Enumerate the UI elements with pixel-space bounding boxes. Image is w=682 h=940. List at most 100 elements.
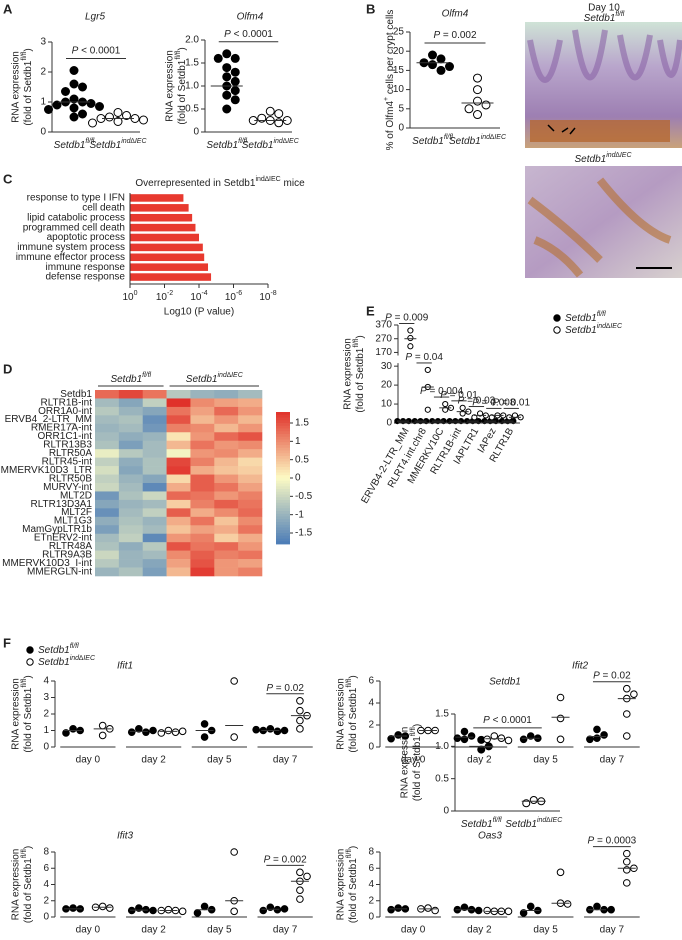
colorbar-slice xyxy=(276,508,290,512)
heatmap-cell xyxy=(238,449,263,458)
row-label: ERVB4_2-LTR_MM xyxy=(5,414,92,425)
heatmap-cell xyxy=(238,432,263,442)
heatmap-cell xyxy=(214,550,239,560)
colorbar-slice xyxy=(276,486,290,490)
data-point xyxy=(471,414,478,421)
heatmap-cell xyxy=(166,415,191,425)
heatmap-cell xyxy=(118,457,144,467)
data-point xyxy=(230,76,240,86)
y-axis-label: RNA expression xyxy=(11,849,22,921)
heatmap-cell xyxy=(190,398,215,408)
x-tick-label: 10-8 xyxy=(259,290,276,302)
heatmap-cell xyxy=(190,423,215,433)
chart-title: Ifit3 xyxy=(117,831,134,842)
data-point xyxy=(387,734,395,743)
heatmap-cell xyxy=(118,474,144,484)
data-point xyxy=(556,735,565,744)
row-label: RLTR1B-int xyxy=(41,397,93,408)
heatmap-cell xyxy=(95,567,120,577)
y-tick-label: 3 xyxy=(40,37,46,48)
data-point xyxy=(586,735,594,744)
colorbar-slice xyxy=(276,511,290,515)
bar xyxy=(130,213,193,222)
data-point xyxy=(98,731,107,740)
colorbar-tick-label: 1.5 xyxy=(295,418,309,429)
y-tick-label: 0 xyxy=(368,742,374,753)
heatmap-cell xyxy=(190,559,215,568)
column-group-label: Setdb1ind∆IEC xyxy=(186,372,244,384)
data-point xyxy=(630,690,638,699)
data-point xyxy=(394,904,403,912)
heatmap-cell xyxy=(166,398,191,408)
data-point xyxy=(473,96,482,106)
legend-marker xyxy=(553,326,561,334)
heatmap-cell xyxy=(238,415,263,425)
y-tick-label: 2 xyxy=(43,895,49,906)
legend-label: Setdb1ind∆IEC xyxy=(565,323,623,335)
heatmap-cell xyxy=(238,516,263,526)
data-point xyxy=(460,903,469,912)
heatmap-cell xyxy=(95,559,120,568)
y-tick-label: 170 xyxy=(375,347,392,358)
colorbar-slice xyxy=(276,445,290,449)
data-point xyxy=(622,710,631,718)
heatmap-cell xyxy=(142,567,167,577)
row-label: Setdb1 xyxy=(60,389,92,400)
data-point xyxy=(230,733,238,741)
x-tick-label: Setdb1ind∆IEC xyxy=(90,138,148,150)
y-tick-label: apoptotic process xyxy=(47,232,125,243)
colorbar-slice xyxy=(276,494,290,498)
x-tick-label: day 5 xyxy=(533,755,558,766)
y-tick-label: response to type I IFN xyxy=(27,193,125,204)
data-point xyxy=(178,727,187,736)
heatmap-cell xyxy=(118,423,144,433)
heatmap-cell xyxy=(142,483,167,492)
data-point xyxy=(407,327,414,334)
colorbar-slice xyxy=(276,480,290,484)
data-point xyxy=(497,734,506,743)
colorbar-slice xyxy=(276,527,290,531)
data-point xyxy=(436,65,446,75)
data-point xyxy=(139,115,148,125)
heatmap-cell xyxy=(166,491,191,501)
y-tick-label: 1.0 xyxy=(185,81,199,92)
row-label: ORR1A0-int xyxy=(38,406,92,417)
colorbar-slice xyxy=(276,541,290,545)
data-point xyxy=(44,105,53,114)
heatmap-cell xyxy=(142,466,167,475)
heatmap-cell xyxy=(214,440,239,450)
y-tick-label: 1 xyxy=(43,725,49,736)
x-tick-label: Setdb1ind∆IEC xyxy=(505,817,563,829)
data-point xyxy=(157,729,166,737)
row-label: RLTR13D3A1 xyxy=(30,499,92,510)
colorbar-slice xyxy=(276,414,290,418)
heatmap-cell xyxy=(142,516,167,526)
legend-marker xyxy=(26,646,34,654)
data-point xyxy=(200,733,209,741)
heatmap-cell xyxy=(238,550,263,560)
p-value: P < 0.0001 xyxy=(483,715,532,726)
y-axis-label: (fold of Setdb1fl/fl) xyxy=(175,47,187,124)
panel-label: F xyxy=(3,635,11,650)
data-point xyxy=(78,109,87,119)
heatmap-cell xyxy=(190,491,215,501)
heatmap-cell xyxy=(238,406,263,416)
data-point xyxy=(149,906,157,915)
heatmap-cell xyxy=(142,398,167,408)
colorbar-slice xyxy=(276,533,290,537)
data-point xyxy=(600,731,608,739)
colorbar-slice xyxy=(276,513,290,517)
x-tick-label: day 2 xyxy=(467,925,492,936)
x-tick-label: Setdb1ind∆IEC xyxy=(242,138,300,150)
y-tick-label: 1.5 xyxy=(435,709,449,720)
heatmap-cell xyxy=(95,440,120,450)
heatmap-cell xyxy=(238,457,263,467)
y-tick-label: 8 xyxy=(368,847,374,858)
heatmap-cell xyxy=(118,440,144,450)
bar xyxy=(130,223,196,232)
data-point xyxy=(473,73,482,83)
heatmap-cell xyxy=(166,542,191,551)
data-point xyxy=(222,90,232,100)
micrograph-label: Setdb1fl/fl xyxy=(584,11,625,23)
data-point xyxy=(504,736,513,745)
